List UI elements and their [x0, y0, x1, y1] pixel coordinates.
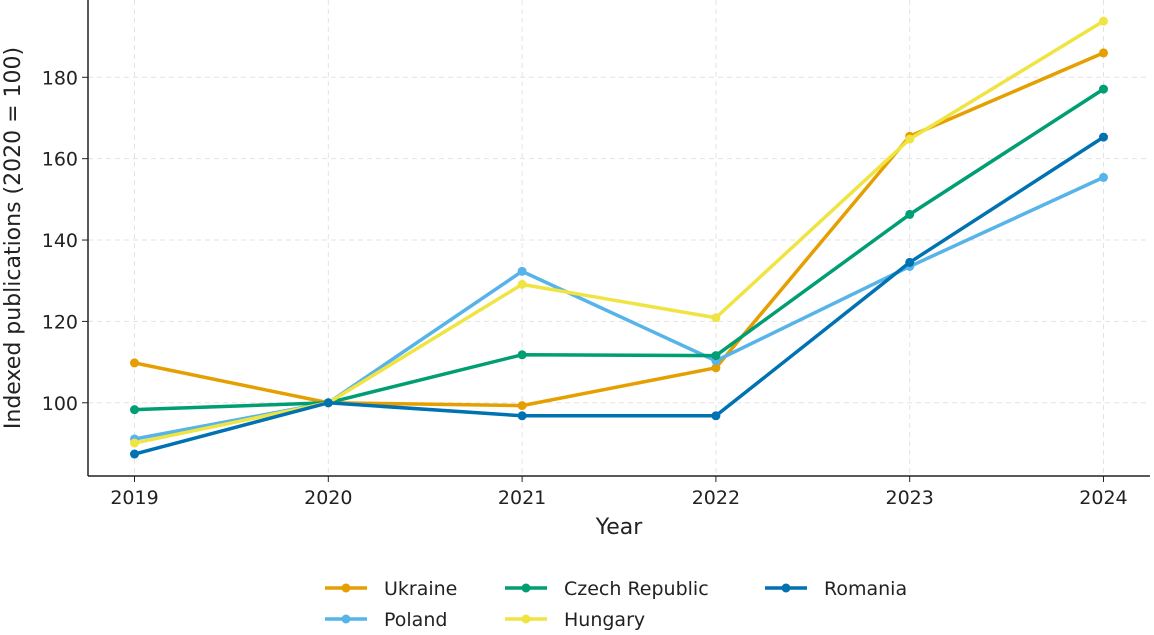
axes: 2019 2020 2021 2022 2023 2024 100 120 140 160 180	[42, 0, 1150, 509]
data-point	[711, 411, 721, 421]
legend: Ukraine Poland Czech Republic Hungary Romani…	[325, 578, 907, 631]
data-point	[130, 358, 140, 368]
series-line	[134, 87, 1105, 412]
x-tick-label: 2020	[304, 487, 352, 509]
legend-label: Poland	[384, 609, 447, 631]
legend-item: Hungary	[505, 609, 645, 631]
legend-marker	[521, 583, 531, 593]
x-axis-label: Year	[595, 515, 644, 540]
legend-label: Hungary	[564, 609, 645, 631]
y-tick-label: 120	[42, 311, 78, 333]
series-czech-republic	[130, 84, 1108, 415]
data-point	[905, 134, 915, 144]
data-point	[711, 313, 721, 323]
y-tick-label: 180	[42, 67, 78, 89]
x-tick-label: 2022	[692, 487, 740, 509]
data-point	[1098, 172, 1108, 182]
legend-label: Czech Republic	[564, 578, 709, 600]
data-point	[517, 401, 527, 411]
data-point	[1098, 16, 1108, 26]
data-point	[711, 363, 721, 373]
legend-item: Poland	[325, 609, 447, 631]
grid	[88, 0, 1150, 476]
x-tick-label: 2019	[110, 487, 158, 509]
legend-marker	[781, 583, 791, 593]
data-point	[130, 449, 140, 459]
y-tick-label: 140	[42, 230, 78, 252]
series-line	[134, 135, 1105, 456]
x-tick-label: 2021	[498, 487, 546, 509]
data-point	[1098, 48, 1108, 58]
data-point	[517, 411, 527, 421]
x-tick-label: 2024	[1079, 487, 1127, 509]
legend-label: Ukraine	[384, 578, 457, 600]
data-point	[711, 351, 721, 361]
legend-marker	[341, 614, 351, 624]
data-point	[323, 398, 333, 408]
x-tick-label: 2023	[886, 487, 934, 509]
data-point	[905, 209, 915, 219]
data-point	[517, 279, 527, 289]
data-point	[1098, 84, 1108, 94]
y-tick-label: 160	[42, 149, 78, 171]
series-group	[130, 16, 1108, 459]
series-line	[134, 51, 1105, 408]
data-point	[1098, 132, 1108, 142]
series-line	[134, 19, 1105, 445]
data-point	[517, 266, 527, 276]
legend-marker	[341, 583, 351, 593]
data-point	[517, 350, 527, 360]
series-hungary	[130, 16, 1108, 448]
series-romania	[130, 132, 1108, 459]
y-axis-label: Indexed publications (2020 = 100)	[1, 47, 26, 429]
legend-item: Ukraine	[325, 578, 457, 600]
legend-item: Romania	[765, 578, 907, 600]
y-tick-label: 100	[42, 393, 78, 415]
legend-item: Czech Republic	[505, 578, 709, 600]
legend-marker	[521, 614, 531, 624]
legend-label: Romania	[824, 578, 907, 600]
series-line	[134, 175, 1105, 441]
data-point	[905, 257, 915, 267]
data-point	[130, 405, 140, 415]
data-point	[130, 438, 140, 448]
